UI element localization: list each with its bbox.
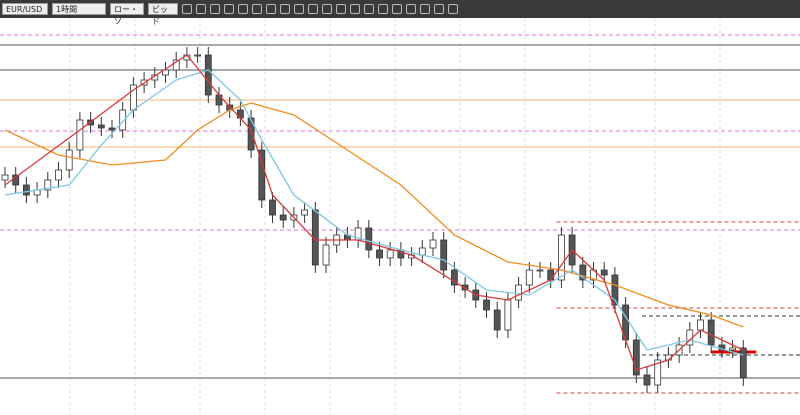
candle-body — [729, 347, 736, 351]
candle-body — [611, 274, 619, 306]
chart-style-select[interactable]: ロー・ソ — [110, 3, 144, 26]
candle-body — [697, 319, 704, 331]
candle-body — [654, 359, 662, 386]
chart — [0, 18, 800, 415]
candle-body — [76, 119, 84, 151]
candle-body — [450, 269, 458, 286]
tool-icon[interactable] — [448, 4, 458, 14]
price-side-select[interactable]: ビッド — [148, 3, 178, 26]
moving-average — [4, 54, 744, 371]
candle-body — [504, 299, 512, 331]
tool-icon[interactable] — [406, 4, 416, 14]
tool-icon[interactable] — [434, 4, 444, 14]
candle-body — [536, 269, 544, 272]
moving-average — [4, 69, 744, 356]
tool-icon[interactable] — [224, 4, 234, 14]
candle-body — [22, 184, 30, 196]
tool-icon[interactable] — [238, 4, 248, 14]
candle-body — [162, 69, 169, 76]
candle-body — [600, 269, 608, 276]
tool-icon[interactable] — [182, 4, 192, 14]
candle-body — [108, 127, 116, 131]
tool-icon[interactable] — [294, 4, 304, 14]
candle-body — [258, 149, 266, 201]
candle-body — [247, 117, 255, 151]
candle-body — [461, 284, 469, 291]
timeframe-select[interactable]: 1時間 — [52, 3, 106, 15]
candle-body — [386, 249, 394, 259]
candle-body — [440, 239, 448, 271]
candle-body — [483, 299, 490, 311]
candle-body — [269, 199, 276, 216]
toolbar: EUR/USD 1時間 ロー・ソ ビッド — [0, 0, 800, 26]
candle-body — [558, 234, 565, 281]
tool-icon[interactable] — [336, 4, 346, 14]
candle-body — [643, 374, 651, 386]
candle-body — [579, 264, 587, 281]
moving-average — [4, 102, 744, 328]
candle-body — [739, 347, 747, 379]
tool-icon[interactable] — [378, 4, 388, 14]
tool-icon[interactable] — [420, 4, 430, 14]
tool-icon[interactable] — [252, 4, 262, 14]
candle-body — [172, 59, 180, 71]
candle-body — [365, 227, 373, 251]
tool-icon[interactable] — [266, 4, 276, 14]
tool-icon[interactable] — [322, 4, 332, 14]
candle-body — [119, 109, 127, 131]
tool-icon[interactable] — [196, 4, 206, 14]
candle-body — [493, 309, 501, 331]
tool-icon[interactable] — [350, 4, 360, 14]
candle-body — [322, 244, 330, 266]
candle-body — [301, 209, 309, 216]
candle-body — [707, 319, 715, 346]
tool-icon[interactable] — [392, 4, 402, 14]
candle-body — [97, 124, 105, 129]
candle-body — [525, 269, 533, 286]
candle-body — [65, 149, 73, 171]
candle-body — [1, 174, 9, 181]
candle-body — [547, 269, 555, 281]
candle-body — [376, 249, 383, 259]
tool-icon[interactable] — [308, 4, 318, 14]
candle-body — [44, 179, 52, 191]
candle-body — [194, 54, 202, 57]
candle-body — [55, 169, 62, 181]
candle-body — [515, 284, 522, 301]
candle-body — [279, 214, 287, 221]
symbol-select[interactable]: EUR/USD — [2, 3, 48, 15]
candle-body — [204, 54, 212, 96]
tool-icon[interactable] — [210, 4, 220, 14]
candle-body — [632, 339, 640, 376]
vertical-grid — [69, 18, 721, 415]
tool-icon[interactable] — [280, 4, 290, 14]
tool-icon[interactable] — [364, 4, 374, 14]
candle-body — [429, 239, 437, 249]
